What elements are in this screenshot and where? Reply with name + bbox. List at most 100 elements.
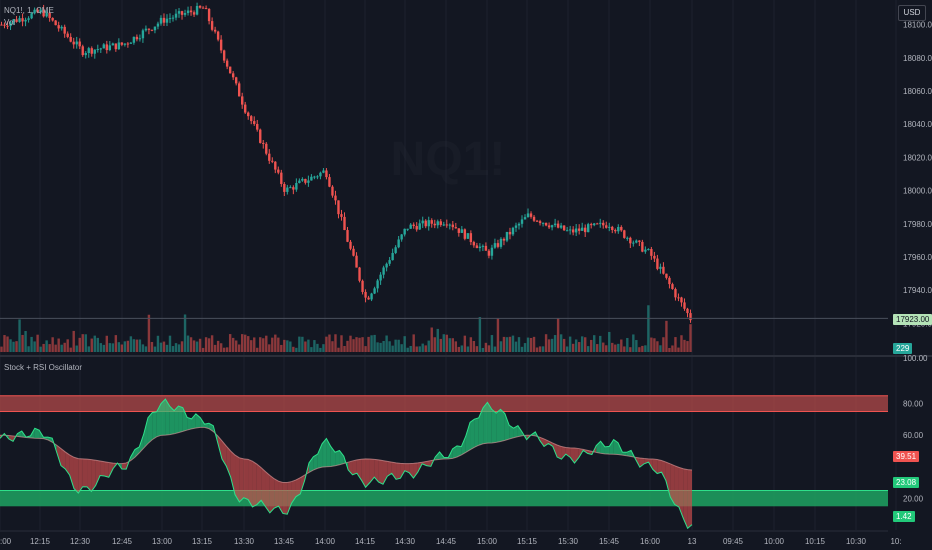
candle-body	[195, 5, 199, 15]
osc-fill-segment	[352, 459, 357, 475]
candle-body	[580, 227, 584, 231]
candle-body	[358, 267, 361, 281]
volume-bar	[427, 340, 430, 352]
candle-body	[21, 18, 24, 22]
price-axis-tick: 17960.00	[903, 253, 932, 262]
candle-body	[343, 216, 346, 231]
candle-body	[632, 242, 635, 244]
osc-fill-segment	[639, 458, 645, 468]
time-axis-tick: 15:30	[558, 537, 579, 546]
volume-bar	[51, 337, 54, 352]
candle-body	[307, 180, 310, 183]
candle-body	[574, 228, 578, 233]
candle-body	[241, 96, 244, 105]
volume-bar	[496, 318, 500, 352]
oscillator-axis-tick: 80.00	[903, 400, 924, 409]
candle-body	[493, 243, 497, 248]
candle-body	[301, 178, 304, 181]
osc-fill-segment	[34, 428, 40, 439]
volume-bar	[415, 346, 418, 352]
osc-fill-segment	[239, 457, 244, 502]
price-axis-tick: 18040.00	[903, 120, 932, 129]
osc-fill-segment	[474, 417, 479, 448]
candle-body	[433, 223, 436, 226]
candle-body	[451, 224, 455, 228]
osc-fill-segment	[500, 409, 505, 442]
time-axis-tick: 14:00	[315, 537, 336, 546]
candle-body	[388, 260, 391, 264]
currency-button[interactable]: USD	[898, 5, 926, 21]
osc-fill-segment	[348, 460, 353, 475]
volume-bar	[108, 343, 112, 352]
volume-bar	[475, 346, 479, 352]
candle-body	[165, 18, 169, 23]
candle-body	[111, 43, 115, 46]
candle-body	[391, 252, 394, 261]
volume-bar	[418, 346, 421, 352]
candle-body	[544, 222, 548, 226]
oscillator-legend[interactable]: Stock + RSI Oscillator	[4, 363, 83, 372]
volume-bar	[84, 334, 87, 352]
volume-bar	[268, 344, 271, 352]
volume-bar	[159, 342, 163, 352]
volume-bar	[289, 341, 292, 352]
osc-fill-segment	[557, 444, 562, 460]
symbol-legend[interactable]: NQ1!, 1, CME	[4, 6, 54, 15]
volume-bar	[559, 334, 563, 352]
osc-fill-segment	[309, 456, 314, 473]
candle-body	[244, 104, 247, 113]
volume-bar	[216, 340, 220, 352]
volume-bar	[451, 338, 455, 352]
osc-fill-segment	[326, 438, 331, 467]
candle-body	[349, 241, 352, 249]
volume-bar	[57, 338, 60, 352]
candle-body	[213, 29, 217, 32]
osc-fill-segment	[322, 438, 327, 468]
volume-bar	[99, 343, 102, 352]
volume-bar	[237, 344, 241, 352]
volume-bar	[3, 335, 6, 352]
volume-bar	[617, 343, 620, 352]
candle-body	[400, 234, 403, 240]
candle-body	[478, 246, 482, 249]
candle-body	[57, 25, 60, 29]
volume-bar	[638, 347, 641, 352]
osc-fill-segment	[613, 439, 619, 455]
volume-bar	[623, 346, 626, 352]
candle-body	[18, 18, 21, 22]
osc-fill-segment	[491, 409, 497, 443]
candle-body	[24, 19, 27, 22]
volume-legend[interactable]: Vol	[4, 18, 16, 27]
volume-bar	[328, 334, 331, 352]
candle-body	[620, 226, 623, 231]
candle-body	[222, 50, 226, 61]
volume-bar	[72, 330, 75, 352]
volume-bar	[568, 336, 572, 352]
candle-body	[532, 216, 536, 221]
price-axis-tick: 18060.00	[903, 87, 932, 96]
volume-bar	[632, 334, 635, 352]
candle-body	[617, 226, 620, 232]
candle-body	[277, 169, 280, 173]
volume-bar	[262, 338, 265, 352]
volume-bar	[659, 345, 662, 352]
volume-bar	[406, 347, 409, 352]
candle-body	[373, 288, 376, 294]
volume-bar	[141, 344, 145, 352]
candle-body	[367, 297, 370, 300]
volume-bar	[165, 344, 169, 352]
candle-body	[436, 221, 439, 226]
candle-body	[228, 66, 232, 74]
volume-bar	[75, 345, 78, 352]
osc-fill-segment	[409, 463, 414, 479]
volume-bar	[271, 337, 274, 352]
volume-bar	[30, 336, 33, 352]
osc-fill-segment	[470, 419, 475, 450]
candle-body	[174, 13, 178, 18]
volume-bar	[421, 343, 424, 352]
time-axis-tick: 15:15	[517, 537, 538, 546]
volume-bar	[352, 339, 355, 352]
candle-body	[605, 225, 608, 228]
candle-body	[93, 49, 96, 54]
